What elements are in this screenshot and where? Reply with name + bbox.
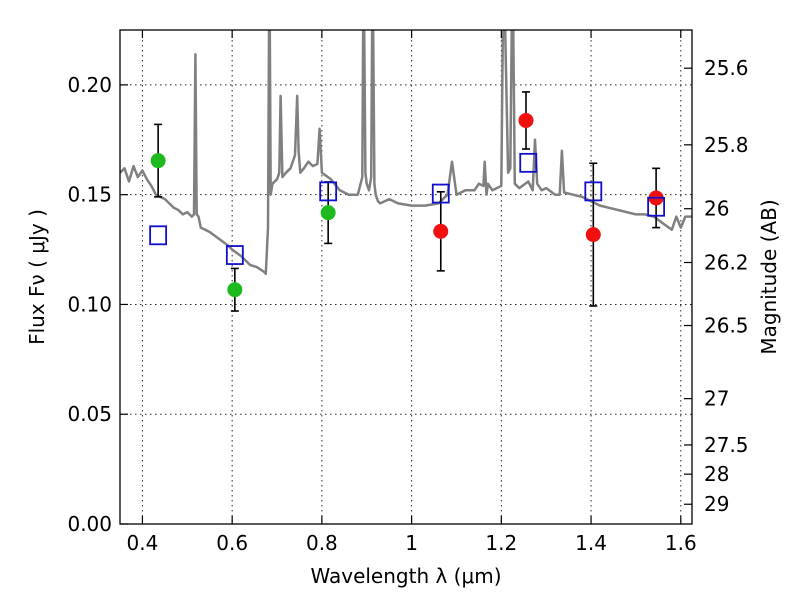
x-tick-label: 0.6 [216,531,248,555]
x-axis-label: Wavelength λ (μm) [310,564,501,588]
model-square-marker [519,152,538,173]
model-square-marker [584,181,603,202]
right-tick-label: 27 [704,387,729,411]
right-tick-label: 25.6 [704,56,749,80]
green-data-point [320,205,336,221]
x-tick-label: 1.6 [665,531,697,555]
right-tick-label: 26 [704,197,729,221]
green-points-layer [150,153,336,298]
y-tick-label: 0.00 [67,512,112,536]
model-spectrum-line [120,30,692,275]
plot-area [120,30,692,524]
red-points-layer [433,112,664,243]
y-axis-ticks: 0.00 0.05 0.10 0.15 0.20 [67,73,128,536]
red-data-point [518,112,534,128]
plot-frame [119,29,693,525]
square-markers-layer [149,152,666,265]
y-tick-label: 0.20 [67,73,112,97]
x-axis-ticks: 0.4 0.6 0.8 1 1.2 1.4 1.6 [127,30,697,555]
green-data-point [150,153,166,169]
y-tick-label: 0.15 [67,183,112,207]
y-tick-label: 0.05 [67,402,112,426]
green-data-point [227,282,243,298]
model-spectrum-layer [120,30,692,275]
model-square-marker [319,181,338,202]
right-tick-label: 26.2 [704,251,749,275]
right-tick-label: 27.5 [704,433,749,457]
y-axis-label: Flux Fν ( μJy ) [25,209,49,345]
right-axis-label: Magnitude (AB) [757,199,781,354]
model-square-marker [647,196,666,217]
model-square-marker [149,225,168,246]
x-tick-label: 1.4 [575,531,607,555]
model-square-marker [225,245,244,265]
x-tick-label: 1.2 [485,531,517,555]
model-square-marker [431,183,450,204]
right-tick-label: 29 [704,492,729,516]
right-axis-ticks: 25.6 25.8 26 26.2 26.5 27 27.5 28 29 [684,56,749,516]
x-tick-label: 0.4 [127,531,159,555]
red-data-point [585,227,601,243]
right-tick-label: 25.8 [704,133,749,157]
x-tick-label: 0.8 [306,531,338,555]
y-tick-label: 0.10 [67,292,112,316]
red-data-point [433,223,449,239]
right-tick-label: 26.5 [704,314,749,338]
right-tick-label: 28 [704,462,729,486]
x-tick-label: 1 [405,531,418,555]
